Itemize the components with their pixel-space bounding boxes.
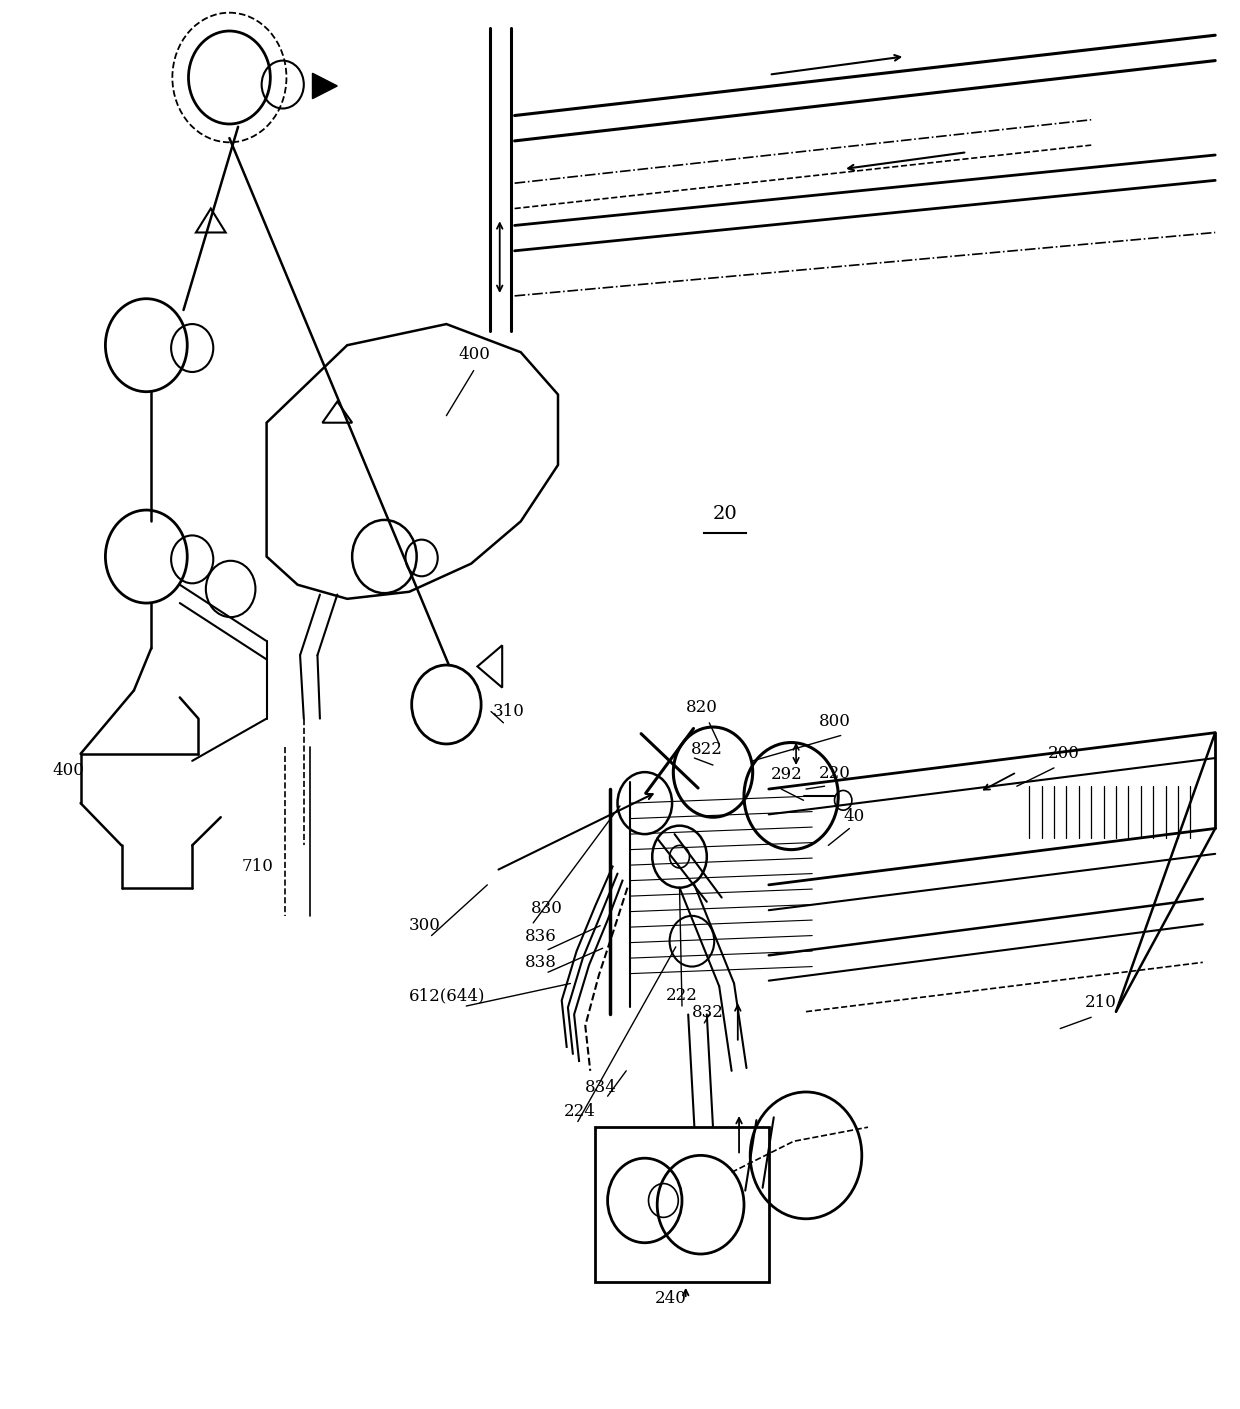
Text: 400: 400 <box>459 347 491 364</box>
Text: 40: 40 <box>843 809 864 826</box>
Text: 830: 830 <box>531 900 563 917</box>
Text: 20: 20 <box>713 506 738 523</box>
Text: 310: 310 <box>492 703 525 720</box>
Text: 200: 200 <box>1048 745 1080 762</box>
Text: 710: 710 <box>242 858 274 875</box>
Text: 300: 300 <box>409 917 441 934</box>
Text: 832: 832 <box>692 1005 724 1022</box>
Text: 210: 210 <box>1085 995 1117 1012</box>
Text: 224: 224 <box>564 1103 596 1120</box>
Text: 240: 240 <box>655 1291 687 1308</box>
Text: 292: 292 <box>771 766 804 783</box>
Text: 612(644): 612(644) <box>409 988 486 1005</box>
Text: 836: 836 <box>525 929 557 945</box>
Text: 822: 822 <box>691 741 723 758</box>
Polygon shape <box>312 73 337 99</box>
Bar <box>595 1127 769 1282</box>
Text: 222: 222 <box>666 988 698 1005</box>
Text: 834: 834 <box>585 1079 618 1096</box>
Text: 820: 820 <box>686 699 718 716</box>
Text: 400: 400 <box>52 762 84 779</box>
Text: 838: 838 <box>525 954 557 971</box>
Text: 800: 800 <box>818 713 851 730</box>
Text: 220: 220 <box>818 765 851 782</box>
